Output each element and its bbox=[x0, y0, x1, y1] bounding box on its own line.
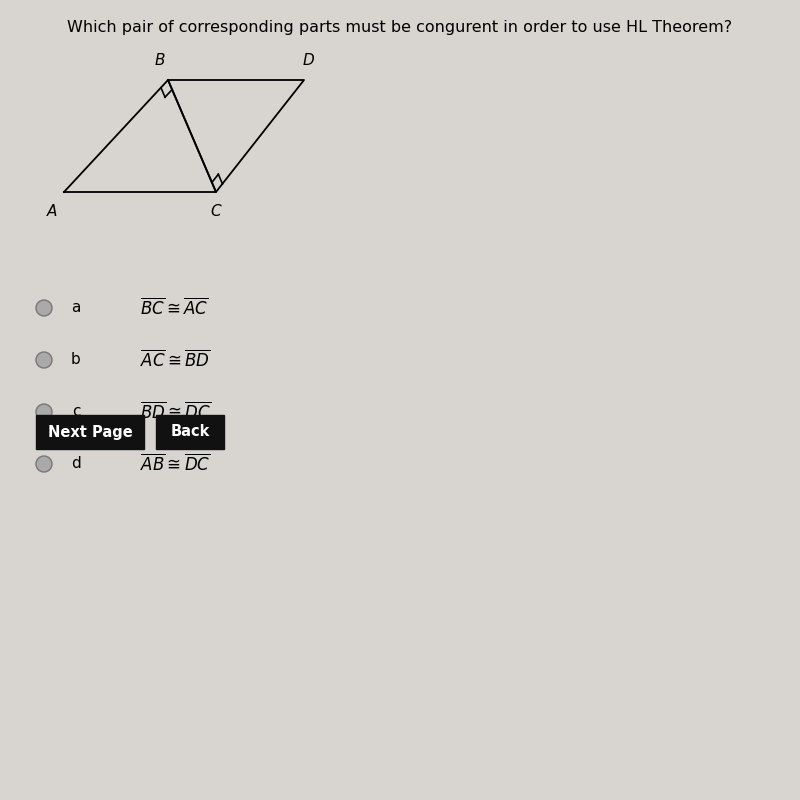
Circle shape bbox=[36, 456, 52, 472]
Circle shape bbox=[36, 404, 52, 420]
Text: $\overline{BD} \cong \overline{DC}$: $\overline{BD} \cong \overline{DC}$ bbox=[140, 402, 211, 422]
Text: A: A bbox=[47, 204, 57, 219]
Text: $\overline{AC} \cong \overline{BD}$: $\overline{AC} \cong \overline{BD}$ bbox=[140, 350, 210, 370]
Text: $\overline{BC} \cong \overline{AC}$: $\overline{BC} \cong \overline{AC}$ bbox=[140, 298, 209, 318]
Text: d: d bbox=[71, 457, 81, 471]
Text: c: c bbox=[72, 405, 80, 419]
FancyBboxPatch shape bbox=[156, 415, 224, 449]
Text: b: b bbox=[71, 353, 81, 367]
Text: D: D bbox=[302, 53, 314, 68]
Text: Back: Back bbox=[170, 425, 210, 439]
Text: $\overline{AB} \cong \overline{DC}$: $\overline{AB} \cong \overline{DC}$ bbox=[140, 454, 210, 474]
FancyBboxPatch shape bbox=[36, 415, 144, 449]
Text: Which pair of corresponding parts must be congurent in order to use HL Theorem?: Which pair of corresponding parts must b… bbox=[67, 20, 733, 35]
Text: Next Page: Next Page bbox=[48, 425, 132, 439]
Text: a: a bbox=[71, 301, 81, 315]
Circle shape bbox=[36, 300, 52, 316]
Circle shape bbox=[36, 352, 52, 368]
Text: C: C bbox=[210, 204, 222, 219]
Text: B: B bbox=[154, 53, 166, 68]
